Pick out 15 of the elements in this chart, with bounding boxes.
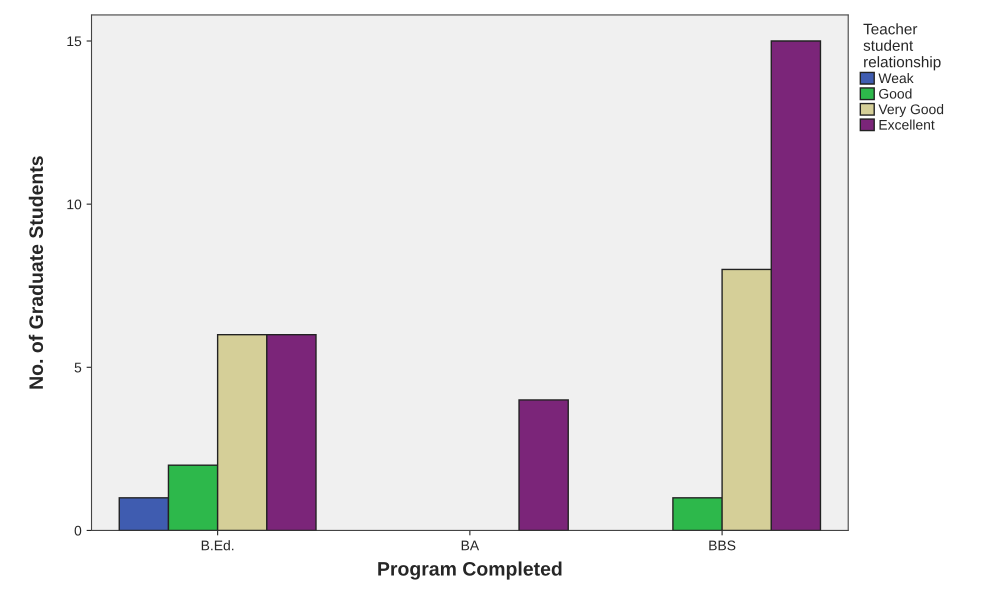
legend-label: Excellent — [880, 120, 935, 130]
y-tick-label: 0 — [74, 526, 82, 536]
y-tick-label: 5 — [74, 362, 82, 372]
bar — [518, 399, 569, 530]
legend-label: Good — [879, 88, 912, 99]
y-axis-title: No. of Graduate Students — [28, 156, 44, 389]
x-axis-title: Program Completed — [378, 561, 562, 580]
y-tick-label: 10 — [67, 199, 82, 210]
x-tick-label: BBS — [709, 540, 736, 550]
legend-label: Weak — [878, 72, 914, 84]
x-tick-label: B.Ed. — [202, 540, 234, 550]
legend-title: Teacher student relationship — [863, 23, 941, 70]
x-tick-label: BA — [462, 540, 480, 550]
y-tick-label: 15 — [67, 36, 82, 46]
legend-label: Very Good — [878, 104, 944, 117]
